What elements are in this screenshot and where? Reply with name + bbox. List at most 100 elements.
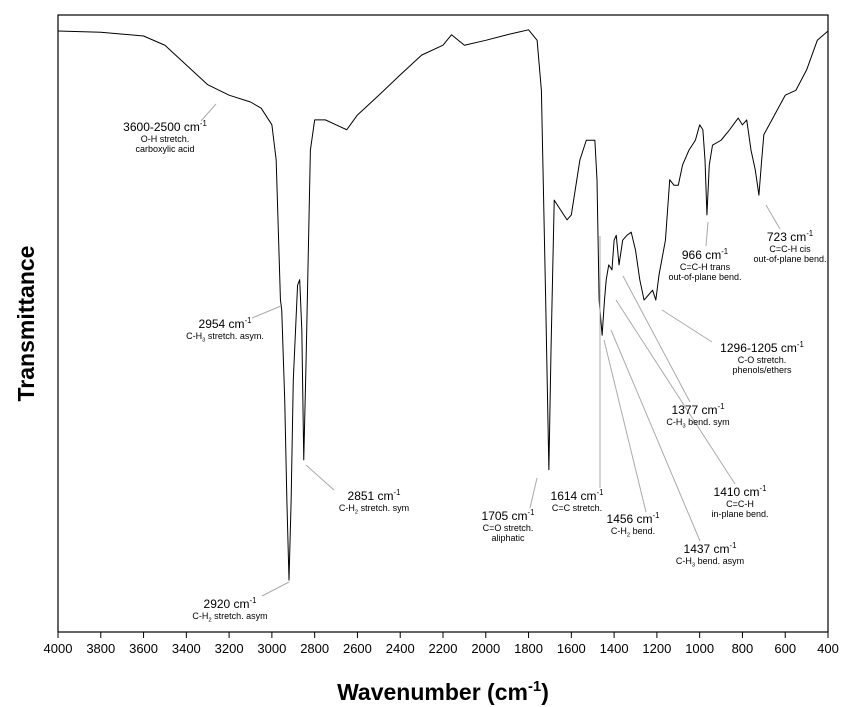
- y-axis-title: Transmittance: [13, 246, 39, 402]
- text: O-H stretch.: [141, 134, 190, 144]
- leader-line: [610, 329, 701, 542]
- text: C-H3 stretch. asym.: [186, 331, 264, 344]
- x-tick-label: 3800: [86, 641, 115, 656]
- x-tick-label: 3200: [215, 641, 244, 656]
- x-tick-label: 600: [774, 641, 796, 656]
- text-segment: Wavenumber (cm: [337, 679, 528, 705]
- leader-line: [622, 275, 691, 403]
- x-tick-label: 1200: [642, 641, 671, 656]
- text-segment: 1456 cm: [607, 512, 653, 526]
- text-segment: C-H: [611, 526, 627, 536]
- text: 966 cm-1: [682, 247, 728, 262]
- text: out-of-plane bend.: [753, 254, 826, 264]
- text-segment: 966 cm: [682, 248, 721, 262]
- supscript: -1: [250, 596, 257, 605]
- text: C=C stretch.: [552, 503, 602, 513]
- supscript: -1: [806, 229, 813, 238]
- leader-line: [305, 464, 335, 491]
- text-segment: carboxylic acid: [135, 144, 194, 154]
- text-segment: in-plane bend.: [711, 509, 768, 519]
- supscript: -1: [653, 511, 660, 520]
- text: C-O stretch.: [738, 355, 787, 365]
- text: 2851 cm-1: [348, 488, 401, 503]
- text: in-plane bend.: [711, 509, 768, 519]
- text-segment: 1410 cm: [714, 485, 760, 499]
- text: C=C-H cis: [769, 244, 811, 254]
- text: out-of-plane bend.: [668, 272, 741, 282]
- x-tick-label: 2800: [300, 641, 329, 656]
- text: 1456 cm-1: [607, 511, 660, 526]
- leader-line: [251, 305, 282, 319]
- text-segment: aliphatic: [491, 533, 525, 543]
- text-segment: 2954 cm: [199, 317, 245, 331]
- supscript: -1: [730, 541, 737, 550]
- subscript: 2: [627, 533, 630, 539]
- subscript: 2: [355, 510, 358, 516]
- text-segment: C-H: [186, 331, 202, 341]
- leader-line: [615, 299, 736, 485]
- supscript: -1: [200, 119, 207, 128]
- x-tick-label: 400: [817, 641, 839, 656]
- text: phenols/ethers: [732, 365, 792, 375]
- text: Wavenumber (cm-1): [337, 678, 549, 705]
- supscript: -1: [394, 488, 401, 497]
- text: C-H3 bend. sym: [666, 417, 729, 430]
- text: 1614 cm-1: [551, 488, 604, 503]
- x-tick-label: 1800: [514, 641, 543, 656]
- text-segment: stretch. sym: [358, 503, 409, 513]
- text-segment: C=C-H trans: [680, 262, 731, 272]
- supscript: -1: [797, 340, 804, 349]
- text: 1296-1205 cm-1: [720, 340, 804, 355]
- x-tick-label: 2400: [386, 641, 415, 656]
- leader-line: [661, 309, 713, 343]
- text: 1377 cm-1: [672, 402, 725, 417]
- text-segment: O-H stretch.: [141, 134, 190, 144]
- text-segment: 1614 cm: [551, 489, 597, 503]
- text-segment: bend. asym: [695, 556, 744, 566]
- leader-line: [529, 477, 538, 509]
- text-segment: 3600-2500 cm: [123, 120, 200, 134]
- x-tick-label: 800: [732, 641, 754, 656]
- x-tick-label: 1000: [685, 641, 714, 656]
- text-segment: ): [541, 679, 549, 705]
- x-tick-label: 3400: [172, 641, 201, 656]
- text-segment: C=C-H cis: [769, 244, 811, 254]
- supscript: -1: [528, 678, 541, 695]
- x-tick-label: 4000: [44, 641, 73, 656]
- subscript: 3: [692, 563, 695, 569]
- text: 3600-2500 cm-1: [123, 119, 207, 134]
- x-tick-label: 1400: [600, 641, 629, 656]
- x-tick-label: 3000: [257, 641, 286, 656]
- text: 723 cm-1: [767, 229, 813, 244]
- x-tick-label: 2000: [471, 641, 500, 656]
- text: 2954 cm-1: [199, 316, 252, 331]
- text-segment: C=O stretch.: [483, 523, 534, 533]
- text-segment: stretch. asym: [212, 611, 268, 621]
- text-segment: 1437 cm: [684, 542, 730, 556]
- text-segment: out-of-plane bend.: [753, 254, 826, 264]
- subscript: 2: [208, 618, 211, 624]
- spectrum-line: [57, 29, 829, 581]
- plot-frame: [57, 14, 829, 633]
- text: aliphatic: [491, 533, 525, 543]
- text: C=O stretch.: [483, 523, 534, 533]
- text-segment: C-H: [676, 556, 692, 566]
- text-segment: 723 cm: [767, 230, 806, 244]
- text: 1437 cm-1: [684, 541, 737, 556]
- text-segment: C=C stretch.: [552, 503, 602, 513]
- text: 2920 cm-1: [204, 596, 257, 611]
- text-segment: 1377 cm: [672, 403, 718, 417]
- supscript: -1: [760, 484, 767, 493]
- text-segment: bend. sym: [686, 417, 730, 427]
- text-segment: C-H: [666, 417, 682, 427]
- leader-line: [200, 103, 217, 122]
- x-tick-label: 3600: [129, 641, 158, 656]
- text-segment: phenols/ethers: [732, 365, 792, 375]
- text-segment: 1705 cm: [482, 509, 528, 523]
- text-segment: C=C-H: [726, 499, 754, 509]
- leader-line: [765, 204, 781, 230]
- subscript: 3: [202, 338, 205, 344]
- leader-line: [705, 221, 709, 247]
- supscript: -1: [718, 402, 725, 411]
